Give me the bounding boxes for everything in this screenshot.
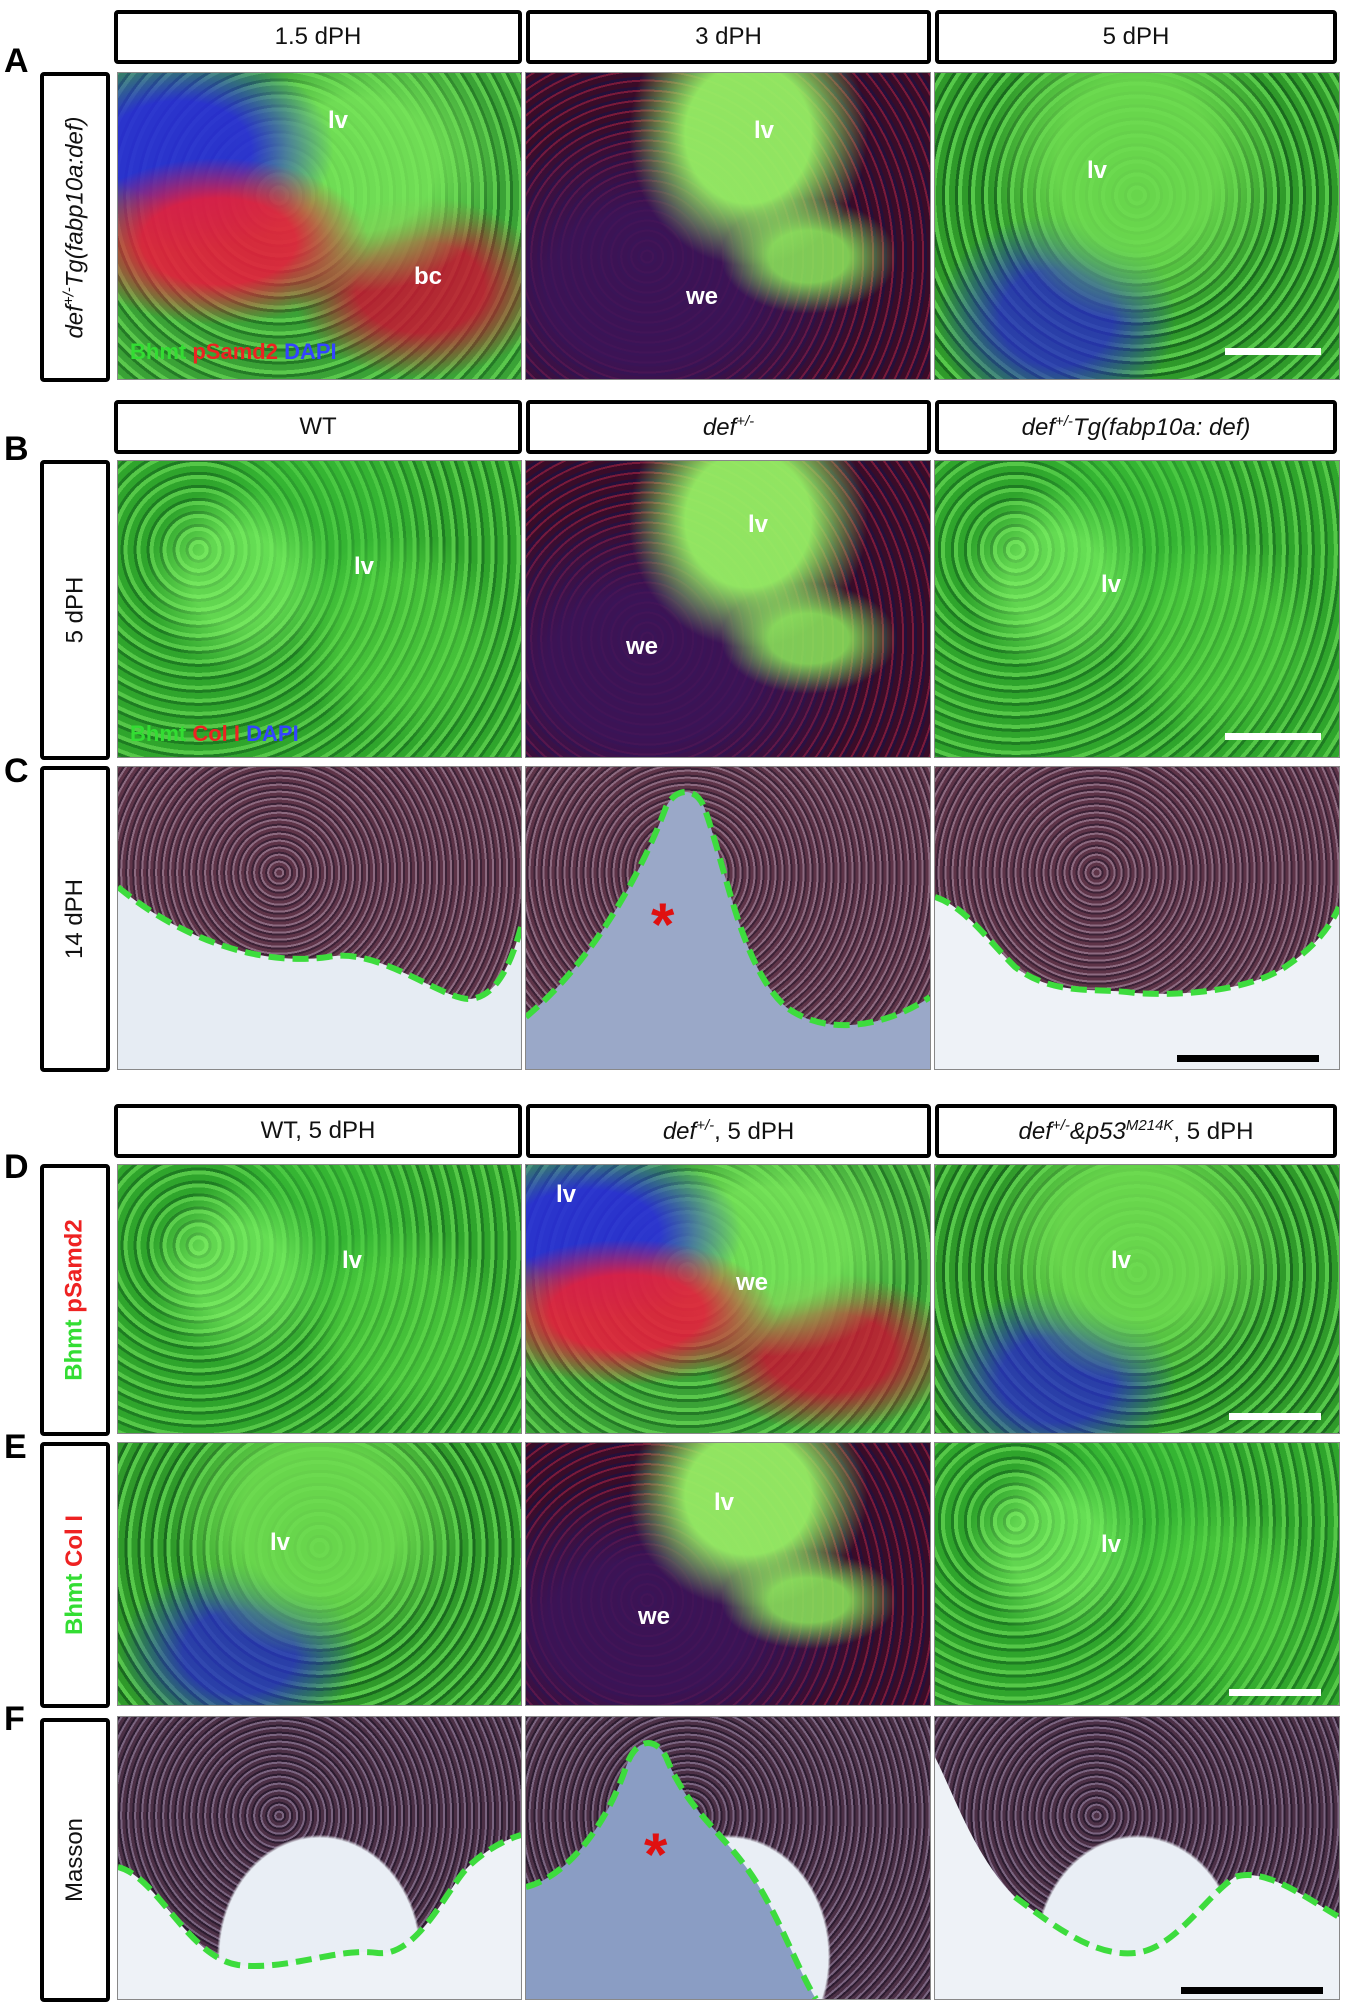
- header-a-2: 3 dPH: [526, 10, 931, 64]
- scale-bar: [1177, 1055, 1319, 1062]
- label-lv: lv: [1101, 571, 1122, 598]
- side-label-f: Masson: [40, 1718, 110, 2002]
- scale-bar: [1225, 733, 1321, 740]
- asterisk-marker: *: [644, 1821, 668, 1888]
- label-lv: lv: [714, 1489, 735, 1516]
- row-letter-f: F: [4, 1700, 25, 1738]
- label-lv: lv: [1111, 1247, 1132, 1274]
- label-we: we: [626, 633, 659, 660]
- row-letter-b: B: [4, 430, 29, 468]
- panel-e-1: lv: [117, 1442, 522, 1706]
- panel-e-3: lv: [934, 1442, 1340, 1706]
- label-we: we: [736, 1269, 769, 1296]
- label-lv: lv: [342, 1247, 363, 1274]
- label-lv: lv: [754, 117, 775, 144]
- row-letter-e: E: [4, 1428, 27, 1466]
- label-lv: lv: [270, 1529, 291, 1556]
- header-b-3: def+/-Tg(fabp10a: def): [935, 400, 1337, 454]
- row-letter-a: A: [4, 42, 29, 80]
- side-label-d: Bhmt pSamd2: [40, 1164, 110, 1436]
- label-lv: lv: [1087, 157, 1108, 184]
- tissue-outline: [526, 1740, 819, 1999]
- side-label-c: 14 dPH: [40, 766, 110, 1072]
- scale-bar: [1229, 1413, 1321, 1420]
- label-lv: lv: [748, 511, 769, 538]
- panel-a-1: lv bc Bhmt pSamd2 DAPI: [117, 72, 522, 380]
- tissue-outline: [118, 1832, 521, 1999]
- label-we: we: [686, 283, 719, 310]
- label-bc: bc: [414, 263, 443, 290]
- panel-d-1: lv: [117, 1164, 522, 1434]
- tissue-outline: [526, 789, 930, 1069]
- panel-f-3: [934, 1716, 1340, 2000]
- side-label-e: Bhmt Col I: [40, 1442, 110, 1708]
- header-a-1: 1.5 dPH: [114, 10, 522, 64]
- side-label-b: 5 dPH: [40, 460, 110, 760]
- panel-f-1: [117, 1716, 522, 2000]
- tissue-outline: [118, 884, 521, 1069]
- panel-c-1: [117, 766, 522, 1070]
- side-label-a: def+/-Tg(fabp10a:def): [40, 72, 110, 382]
- panel-e-2: lv we: [525, 1442, 931, 1706]
- stain-legend-b: Bhmt Col I DAPI: [130, 721, 299, 746]
- panel-b-3: lv: [934, 460, 1340, 758]
- asterisk-marker: *: [651, 891, 675, 958]
- panel-b-2: lv we: [525, 460, 931, 758]
- scale-bar: [1225, 348, 1321, 355]
- header-d-1: WT, 5 dPH: [114, 1104, 522, 1158]
- tissue-outline: [935, 894, 1339, 1069]
- label-lv: lv: [556, 1181, 577, 1208]
- header-b-1: WT: [114, 400, 522, 454]
- header-a-3: 5 dPH: [935, 10, 1337, 64]
- header-b-2: def+/-: [526, 400, 931, 454]
- label-lv: lv: [1101, 1531, 1122, 1558]
- panel-f-2: *: [525, 1716, 931, 2000]
- scale-bar: [1181, 1987, 1323, 1994]
- header-d-3: def+/-&p53M214K, 5 dPH: [935, 1104, 1337, 1158]
- tissue-outline: [935, 1757, 1339, 1999]
- row-letter-c: C: [4, 752, 29, 790]
- scale-bar: [1229, 1689, 1321, 1696]
- stain-legend-a: Bhmt pSamd2 DAPI: [130, 339, 337, 364]
- panel-d-2: lv we: [525, 1164, 931, 1434]
- label-lv: lv: [328, 107, 349, 134]
- panel-c-2: *: [525, 766, 931, 1070]
- panel-c-3: [934, 766, 1340, 1070]
- label-lv: lv: [354, 553, 375, 580]
- header-d-2: def+/-, 5 dPH: [526, 1104, 931, 1158]
- panel-b-1: lv Bhmt Col I DAPI: [117, 460, 522, 758]
- panel-a-3: lv: [934, 72, 1340, 380]
- row-letter-d: D: [4, 1148, 29, 1186]
- panel-d-3: lv: [934, 1164, 1340, 1434]
- label-we: we: [638, 1603, 671, 1630]
- panel-a-2: lv we: [525, 72, 931, 380]
